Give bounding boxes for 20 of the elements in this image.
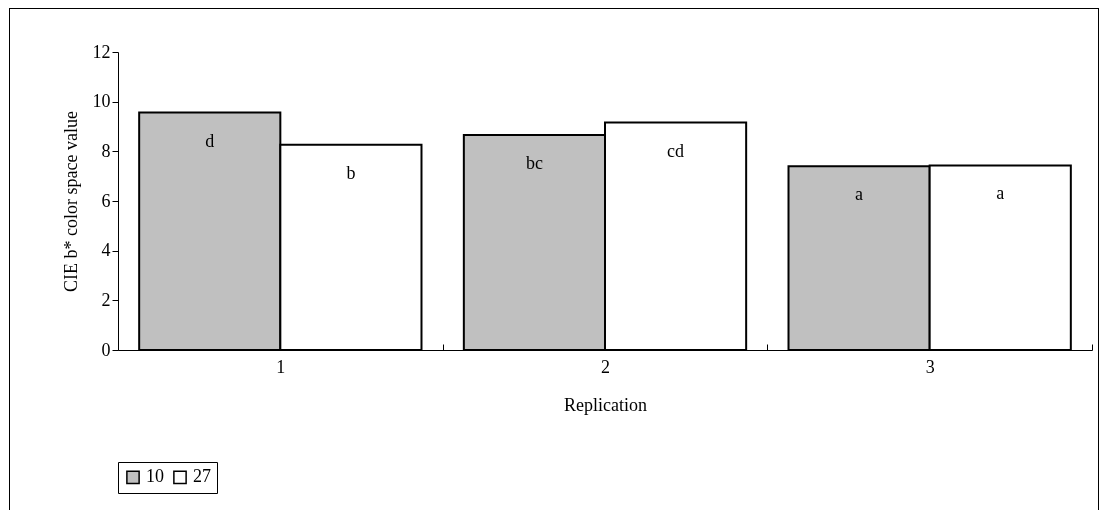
- y-tick-label: 2: [101, 289, 111, 310]
- data-label: cd: [667, 140, 685, 161]
- x-tick-label: 3: [925, 356, 935, 377]
- y-axis-title: CIE b* color space value: [60, 111, 81, 292]
- y-tick-label: 8: [101, 140, 111, 161]
- y-tick-label: 12: [92, 41, 111, 62]
- x-axis-title: Replication: [564, 394, 647, 415]
- data-label: a: [996, 183, 1005, 204]
- data-label: a: [855, 184, 864, 205]
- data-label: d: [205, 130, 215, 151]
- y-tick-label: 4: [101, 240, 111, 261]
- data-label: bc: [525, 152, 543, 173]
- y-tick-label: 6: [101, 190, 111, 211]
- x-tick-label: 1: [276, 356, 286, 377]
- y-tick-label: 0: [101, 339, 111, 360]
- legend-label: 10: [146, 466, 164, 487]
- data-label: b: [346, 162, 356, 183]
- y-tick-label: 10: [92, 91, 111, 112]
- x-tick-label: 2: [601, 356, 610, 377]
- legend-label: 27: [193, 466, 211, 487]
